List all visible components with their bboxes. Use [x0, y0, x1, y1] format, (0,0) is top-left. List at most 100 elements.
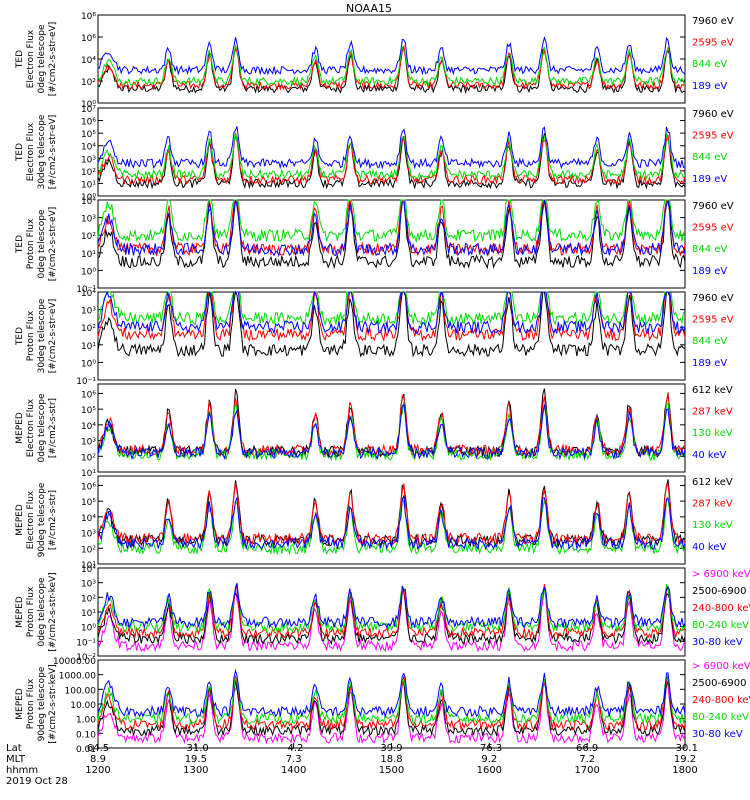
panel-1: 10⁰ 10² 10⁴ 10⁶ 10⁸ TED Electron Flux 0deg tele… — [15, 12, 734, 110]
x-tick-lat: 39.9 — [380, 743, 402, 754]
panel-frame — [97, 383, 686, 473]
x-tick-mlt: 19.5 — [185, 754, 207, 765]
y-axis-label: [#/cm2-s-str] — [48, 398, 58, 458]
series-line-7960-ev — [97, 199, 686, 270]
y-tick-label: 10⁶ — [81, 390, 96, 400]
y-axis-label: Proton Flux — [26, 218, 36, 269]
y-tick-label: 0.01 — [76, 745, 96, 755]
y-tick-label: 10¹ — [81, 469, 96, 479]
legend-entry: 844 eV — [692, 244, 727, 255]
legend-entry: 7960 eV — [692, 109, 734, 120]
x-tick-hhmm: 1300 — [183, 765, 208, 776]
series-line-844-ev — [97, 198, 686, 244]
legend-entry: > 6900 keV — [692, 569, 750, 580]
panel-4: 10⁻¹ 10⁰ 10¹ 10² 10³ 10⁴ TED Proton Flux 30deg t… — [15, 289, 734, 387]
series-line-189-ev — [97, 290, 686, 335]
y-axis-label: 0deg telescope — [37, 577, 47, 647]
y-axis-label: 90deg telescope — [37, 482, 47, 557]
y-tick-label: 10³ — [81, 438, 96, 448]
legend-entry: 2595 eV — [692, 131, 734, 142]
y-tick-label: 10⁻¹ — [76, 377, 96, 387]
y-axis-label: 30deg telescope — [37, 298, 47, 373]
legend-entry: 2595 eV — [692, 223, 734, 234]
y-tick-label: 10³ — [81, 215, 96, 225]
y-tick-label: 10² — [81, 232, 96, 242]
y-axis-label: Proton Flux — [26, 678, 36, 729]
y-tick-label: 10² — [81, 168, 96, 178]
x-row-label: Lat — [6, 743, 22, 754]
legend-entry: 844 eV — [692, 59, 727, 70]
y-tick-label: 10⁸ — [81, 12, 96, 22]
series-line-240-800-kev — [97, 584, 686, 640]
panel-3: 10⁻¹ 10⁰ 10¹ 10² 10³ 10⁴ TED Proton Flux 0deg te… — [15, 197, 734, 295]
y-tick-label: 10⁰ — [81, 267, 96, 277]
y-tick-label: 10¹ — [81, 561, 96, 571]
legend-entry: 40 keV — [692, 542, 726, 553]
x-row-label: hhmm — [6, 765, 38, 776]
y-tick-label: 10⁴ — [81, 289, 96, 299]
legend-entry: 7960 eV — [692, 293, 734, 304]
y-tick-label: 10000.00 — [53, 657, 96, 667]
series-line--6900-kev — [97, 681, 686, 745]
y-tick-label: 10.00 — [70, 701, 96, 711]
y-tick-label: 10⁰ — [81, 624, 96, 634]
panel-2: 10⁰ 10¹ 10² 10³ 10⁴ 10⁵ 10⁶ 10⁷ TED Electron Flux… — [15, 105, 734, 203]
y-axis-label: [#/cm2-s-str-eV] — [48, 22, 58, 97]
y-axis-label: MEPED — [15, 504, 25, 536]
x-tick-mlt: 7.2 — [579, 754, 595, 765]
y-tick-label: 10⁴ — [81, 514, 96, 524]
y-axis-label: 0deg telescope — [37, 24, 47, 94]
y-tick-label: 10⁻² — [76, 653, 96, 663]
legend-entry: 189 eV — [692, 174, 727, 185]
legend-entry: 40 keV — [692, 450, 726, 461]
y-tick-label: 10⁴ — [81, 197, 96, 207]
legend-entry: > 6900 keV — [692, 661, 750, 672]
series-line-240-800-kev — [97, 674, 686, 731]
y-tick-label: 10⁶ — [81, 482, 96, 492]
legend-entry: 7960 eV — [692, 201, 734, 212]
y-axis-label: Electron Flux — [26, 122, 36, 181]
y-tick-label: 10⁻¹ — [76, 638, 96, 648]
legend-entry: 844 eV — [692, 152, 727, 163]
series-line-7960-ev — [97, 133, 686, 190]
legend-entry: 30-80 keV — [692, 637, 743, 648]
legend-entry: 612 keV — [692, 477, 733, 488]
y-axis-label: TED — [15, 327, 25, 346]
series-line-844-ev — [97, 44, 686, 87]
x-tick-lat: -4.2 — [284, 743, 304, 754]
series-line-287-kev — [97, 392, 686, 458]
y-tick-label: 10³ — [81, 155, 96, 165]
y-axis-label: TED — [15, 50, 25, 69]
series-line-189-ev — [97, 126, 686, 170]
y-axis-label: [#/cm2-s-str-eV] — [48, 115, 58, 190]
x-tick-lat: 66.9 — [576, 743, 598, 754]
legend-entry: 189 eV — [692, 266, 727, 277]
x-tick-mlt: 9.2 — [481, 754, 497, 765]
y-axis-label: TED — [15, 235, 25, 254]
y-tick-label: 1.00 — [76, 716, 96, 726]
legend-entry: 189 eV — [692, 358, 727, 369]
legend-entry: 240-800 keV — [692, 603, 750, 614]
x-tick-hhmm: 1700 — [574, 765, 599, 776]
y-tick-label: 1000.00 — [59, 672, 96, 682]
series-line-844-ev — [97, 291, 686, 327]
series-line-80-240-kev — [97, 582, 686, 634]
legend-entry: 130 keV — [692, 520, 733, 531]
series-line-189-ev — [97, 199, 686, 258]
x-tick-hhmm: 1200 — [85, 765, 110, 776]
y-axis-label: [#/cm2-s-str-eV] — [48, 299, 58, 374]
y-tick-label: 0.10 — [76, 730, 96, 740]
legend-entry: 189 eV — [692, 81, 727, 92]
y-tick-label: 10⁵ — [81, 406, 96, 416]
y-axis-label: MEPED — [15, 688, 25, 720]
legend-entry: 240-800 keV — [692, 695, 750, 706]
y-axis-label: TED — [15, 143, 25, 162]
y-tick-label: 10¹ — [81, 180, 96, 190]
y-tick-label: 10⁷ — [81, 105, 96, 115]
panel-5: 10¹ 10² 10³ 10⁴ 10⁵ 10⁶ MEPED Electron Flux 0deg… — [15, 383, 733, 479]
y-tick-label: 10⁴ — [81, 422, 96, 432]
legend-entry: 287 keV — [692, 407, 733, 418]
